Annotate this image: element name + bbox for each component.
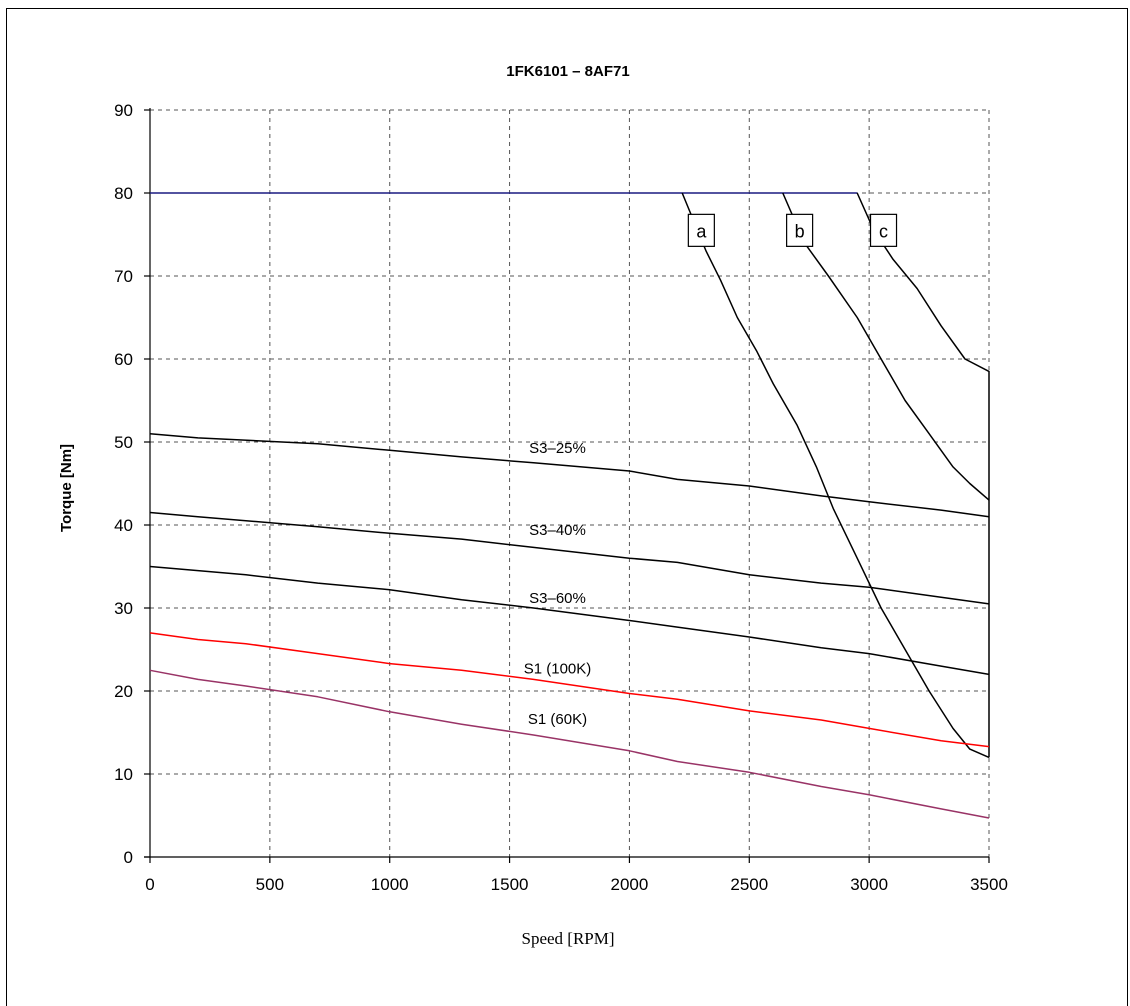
chart-title: 1FK6101 – 8AF71 bbox=[506, 63, 629, 80]
series-label-s3-40: S3–40% bbox=[529, 522, 586, 539]
series-label-s3-60: S3–60% bbox=[529, 590, 586, 607]
x-tick-label-3500: 3500 bbox=[970, 875, 1008, 894]
x-axis-label: Speed [RPM] bbox=[521, 929, 614, 948]
curve-label-box-c bbox=[869, 213, 898, 247]
y-tick-label-90: 90 bbox=[114, 101, 133, 120]
y-axis-label: Torque [Nm] bbox=[58, 444, 75, 532]
x-tick-label-2000: 2000 bbox=[611, 875, 649, 894]
series-line-s3-60 bbox=[149, 565, 990, 676]
x-tick-label-1000: 1000 bbox=[371, 875, 409, 894]
y-tick-label-60: 60 bbox=[114, 350, 133, 369]
series-line-s3-40 bbox=[149, 511, 990, 605]
series-line-s1-60k bbox=[149, 669, 990, 819]
series-label-s3-25: S3–25% bbox=[529, 440, 586, 457]
y-tick-label-80: 80 bbox=[114, 184, 133, 203]
series-label-s1-100k: S1 (100K) bbox=[524, 661, 592, 678]
y-tick-label-20: 20 bbox=[114, 682, 133, 701]
y-tick-label-0: 0 bbox=[124, 848, 133, 867]
series-label-s1-60k: S1 (60K) bbox=[528, 711, 587, 728]
y-tick-label-50: 50 bbox=[114, 433, 133, 452]
grid bbox=[150, 109, 990, 857]
series-line-s1-100k bbox=[149, 632, 990, 748]
chart-frame bbox=[6, 8, 1128, 1006]
y-tick-label-10: 10 bbox=[114, 765, 133, 784]
curve-label-a: a bbox=[696, 221, 707, 241]
x-tick-label-0: 0 bbox=[145, 875, 154, 894]
y-tick-label-40: 40 bbox=[114, 516, 133, 535]
axes bbox=[144, 108, 990, 863]
series-line-b bbox=[782, 192, 990, 501]
y-tick-label-30: 30 bbox=[114, 599, 133, 618]
curve-label-b: b bbox=[795, 221, 805, 241]
y-tick-label-70: 70 bbox=[114, 267, 133, 286]
series-line-s3-25 bbox=[149, 432, 990, 518]
curve-label-box-b bbox=[786, 213, 814, 247]
series-line-c bbox=[856, 192, 990, 758]
x-tick-label-3000: 3000 bbox=[850, 875, 888, 894]
series-line-a bbox=[681, 192, 990, 759]
annotations: a b c S3–25% S3–40% S3–60% S1 (100K) S1 (60K) bbox=[524, 213, 898, 728]
curve-label-box-a bbox=[687, 213, 715, 247]
x-tick-label-500: 500 bbox=[256, 875, 284, 894]
x-tick-label-2500: 2500 bbox=[730, 875, 768, 894]
curve-label-c: c bbox=[879, 221, 888, 241]
tick-labels: 0 500 1000 1500 2000 2500 3000 3500 0 10 20 30 40 50 6… bbox=[114, 101, 1008, 894]
x-tick-label-1500: 1500 bbox=[491, 875, 529, 894]
